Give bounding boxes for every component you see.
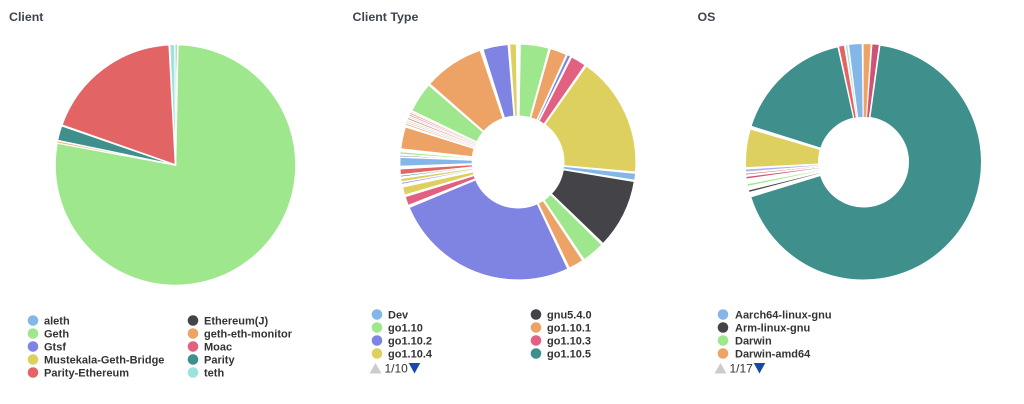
svg-text:go1.10: go1.10 [388,323,423,335]
svg-text:go1.10.1: go1.10.1 [547,323,591,335]
svg-text:1/10: 1/10 [385,362,409,376]
svg-text:aleth: aleth [44,316,70,328]
svg-text:Geth: Geth [44,329,69,341]
svg-text:go1.10.2: go1.10.2 [388,336,432,348]
svg-text:Arm-linux-gnu: Arm-linux-gnu [735,323,810,335]
svg-text:Parity: Parity [204,355,235,367]
svg-text:go1.10.3: go1.10.3 [547,336,591,348]
svg-text:Darwin-amd64: Darwin-amd64 [735,349,811,361]
svg-text:geth-eth-monitor: geth-eth-monitor [204,329,293,341]
svg-text:Mustekala-Geth-Bridge: Mustekala-Geth-Bridge [44,355,164,367]
svg-text:Moac: Moac [204,342,232,354]
svg-text:1/17: 1/17 [730,362,754,376]
svg-text:Aarch64-linux-gnu: Aarch64-linux-gnu [735,310,832,322]
svg-text:teth: teth [204,368,224,380]
svg-text:Gtsf: Gtsf [44,342,66,354]
svg-text:Ethereum(J): Ethereum(J) [204,316,269,328]
svg-text:go1.10.5: go1.10.5 [547,349,591,361]
svg-text:Parity-Ethereum: Parity-Ethereum [44,368,129,380]
svg-text:Darwin: Darwin [735,336,772,348]
svg-text:go1.10.4: go1.10.4 [388,349,433,361]
svg-text:Dev: Dev [388,310,409,322]
svg-text:gnu5.4.0: gnu5.4.0 [547,310,592,322]
